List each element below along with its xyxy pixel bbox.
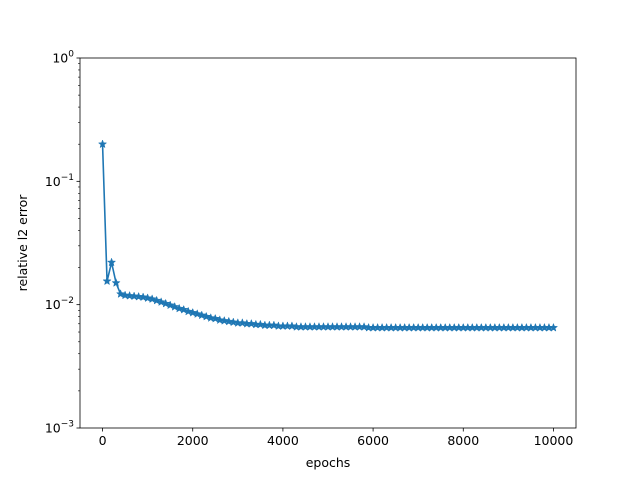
data-point-marker bbox=[124, 290, 135, 300]
x-tick-label: 6000 bbox=[357, 433, 389, 448]
x-tick-label: 10000 bbox=[534, 433, 574, 448]
data-point-marker bbox=[210, 313, 220, 323]
y-tick-label: 10−3 bbox=[45, 420, 74, 436]
data-point-marker bbox=[197, 310, 207, 320]
data-point-marker bbox=[120, 290, 130, 300]
data-point-marker bbox=[201, 311, 211, 321]
data-point-marker bbox=[156, 297, 166, 307]
data-point-marker bbox=[246, 318, 257, 328]
data-point-marker bbox=[224, 316, 234, 326]
data-point-marker bbox=[215, 315, 225, 325]
data-point-marker bbox=[106, 257, 117, 267]
data-point-marker bbox=[206, 313, 216, 322]
data-point-marker bbox=[287, 321, 297, 331]
data-point-marker bbox=[161, 298, 171, 308]
data-point-marker bbox=[170, 301, 180, 311]
x-axis: 0 2000 4000 6000 8000 10000 bbox=[99, 428, 574, 448]
x-tick-label: 4000 bbox=[267, 433, 299, 448]
y-tick-label: 10−1 bbox=[45, 173, 74, 189]
data-point-marker bbox=[129, 291, 139, 301]
data-point-marker bbox=[133, 291, 144, 301]
x-tick-label: 2000 bbox=[177, 433, 209, 448]
y-tick-label: 100 bbox=[52, 50, 74, 66]
y-tick-label: 10−2 bbox=[45, 296, 74, 312]
data-point-marker bbox=[255, 319, 266, 329]
data-point-marker bbox=[102, 276, 112, 286]
y-axis: 10−3 10−2 10−1 100 bbox=[45, 50, 80, 436]
data-point-marker bbox=[219, 315, 229, 325]
data-point-marker bbox=[115, 289, 126, 298]
data-point-marker bbox=[192, 309, 202, 318]
data-point-marker bbox=[359, 322, 369, 331]
data-point-marker bbox=[174, 303, 184, 313]
data-point-marker bbox=[183, 306, 193, 316]
data-point-marker bbox=[165, 300, 175, 310]
data-point-marker bbox=[228, 317, 238, 327]
data-point-marker bbox=[269, 320, 279, 330]
data-point-marker bbox=[142, 293, 153, 303]
data-point-marker bbox=[111, 278, 121, 287]
x-tick-label: 8000 bbox=[447, 433, 479, 448]
data-point-marker bbox=[188, 307, 198, 317]
series-layer bbox=[97, 139, 559, 332]
plot-frame bbox=[79, 57, 577, 429]
y-axis-label: relative l2 error bbox=[15, 194, 30, 292]
data-point-marker bbox=[138, 292, 148, 302]
data-point-marker bbox=[179, 304, 189, 314]
plot-area bbox=[80, 58, 576, 428]
data-point-marker bbox=[147, 294, 157, 304]
data-point-marker bbox=[97, 139, 108, 149]
data-point-marker bbox=[237, 318, 247, 327]
x-tick-label: 0 bbox=[99, 433, 107, 448]
x-axis-label: epochs bbox=[306, 455, 351, 470]
data-point-marker bbox=[151, 295, 162, 305]
data-point-marker bbox=[548, 322, 559, 332]
